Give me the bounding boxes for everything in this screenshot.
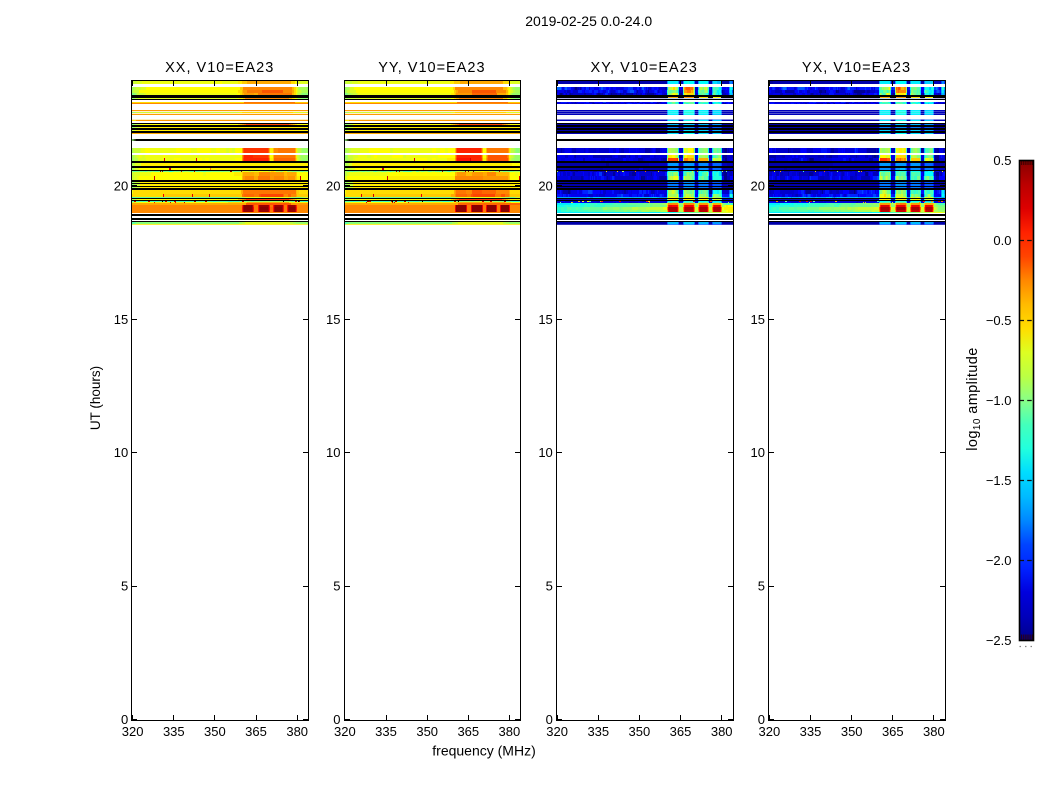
svg-text:15: 15 [538, 312, 552, 327]
svg-text:−1.0: −1.0 [986, 393, 1012, 408]
svg-text:15: 15 [751, 312, 765, 327]
svg-text:5: 5 [758, 579, 765, 594]
svg-text:350: 350 [416, 724, 438, 739]
svg-text:380: 380 [286, 724, 308, 739]
svg-text:380: 380 [923, 724, 945, 739]
svg-text:15: 15 [114, 312, 128, 327]
svg-text:320: 320 [122, 724, 144, 739]
svg-text:log10 amplitude: log10 amplitude [965, 347, 983, 450]
svg-text:10: 10 [326, 445, 340, 460]
svg-text:20: 20 [751, 178, 765, 193]
svg-text:15: 15 [326, 312, 340, 327]
svg-text:10: 10 [538, 445, 552, 460]
svg-text:380: 380 [499, 724, 521, 739]
svg-text:335: 335 [587, 724, 609, 739]
svg-text:0: 0 [121, 712, 128, 727]
svg-text:320: 320 [334, 724, 356, 739]
svg-text:0.5: 0.5 [993, 153, 1011, 168]
svg-text:335: 335 [163, 724, 185, 739]
svg-text:0: 0 [758, 712, 765, 727]
svg-text:350: 350 [204, 724, 226, 739]
svg-text:365: 365 [670, 724, 692, 739]
svg-text:10: 10 [751, 445, 765, 460]
svg-text:XY, V10=EA23: XY, V10=EA23 [591, 60, 698, 76]
svg-text:5: 5 [121, 579, 128, 594]
svg-text:365: 365 [457, 724, 479, 739]
svg-text:350: 350 [841, 724, 863, 739]
svg-text:UT (hours): UT (hours) [88, 366, 103, 430]
svg-text:5: 5 [333, 579, 340, 594]
svg-text:−1.5: −1.5 [986, 473, 1012, 488]
svg-text:365: 365 [882, 724, 904, 739]
svg-text:5: 5 [546, 579, 553, 594]
svg-text:0.0: 0.0 [993, 233, 1011, 248]
svg-text:320: 320 [546, 724, 568, 739]
svg-text:2019-02-25 0.0-24.0: 2019-02-25 0.0-24.0 [525, 13, 652, 29]
svg-text:350: 350 [629, 724, 651, 739]
svg-text:335: 335 [800, 724, 822, 739]
svg-text:335: 335 [375, 724, 397, 739]
svg-text:20: 20 [114, 178, 128, 193]
svg-text:YY, V10=EA23: YY, V10=EA23 [378, 60, 485, 76]
svg-text:320: 320 [759, 724, 781, 739]
svg-text:380: 380 [711, 724, 733, 739]
svg-text:365: 365 [245, 724, 267, 739]
svg-text:−0.5: −0.5 [986, 313, 1012, 328]
svg-text:10: 10 [114, 445, 128, 460]
svg-text:−2.0: −2.0 [986, 553, 1012, 568]
svg-text:0: 0 [546, 712, 553, 727]
svg-text:20: 20 [538, 178, 552, 193]
svg-text:XX, V10=EA23: XX, V10=EA23 [165, 60, 274, 76]
svg-text:−2.5: −2.5 [986, 633, 1012, 648]
svg-text:0: 0 [333, 712, 340, 727]
svg-text:frequency (MHz): frequency (MHz) [432, 743, 535, 759]
svg-text:20: 20 [326, 178, 340, 193]
svg-text:YX, V10=EA23: YX, V10=EA23 [802, 60, 911, 76]
